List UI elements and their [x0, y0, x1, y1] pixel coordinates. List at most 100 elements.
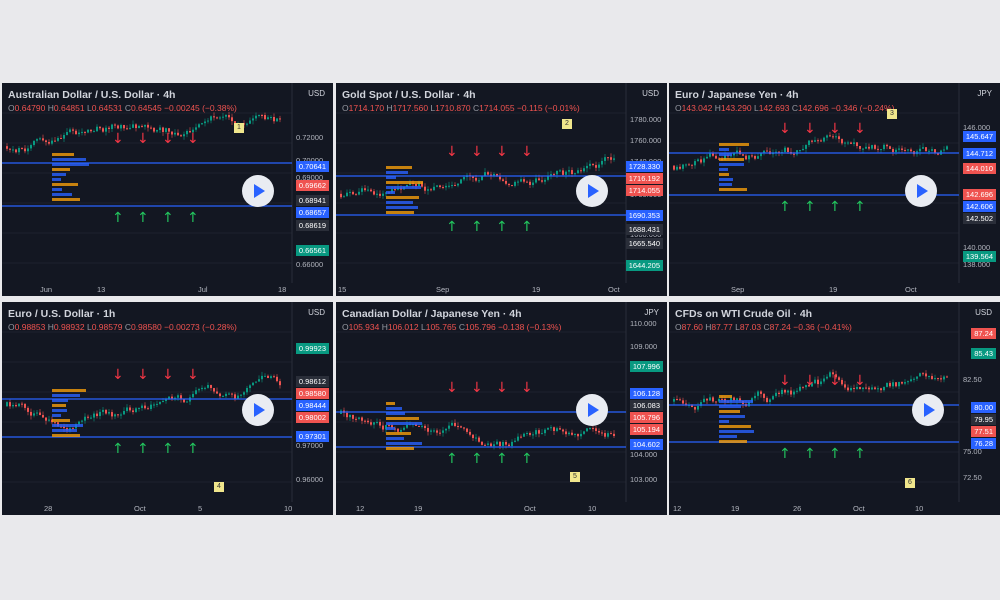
ohlc-part: L: [86, 103, 92, 113]
play-icon[interactable]: [905, 175, 937, 207]
chart-panel-wti[interactable]: ↓ ↑ ↓ ↑ ↓ ↑ ↓ ↑ CFDs on WTI Crude Oil · 4h O87.60…: [669, 302, 1000, 515]
candle-body: [565, 171, 567, 175]
candle-body: [63, 426, 65, 429]
candle-body: [946, 376, 948, 378]
chart-panel-audusd[interactable]: ↓ ↑ ↓ ↑ ↓ ↑ ↓ ↑ Australian Dollar / U.S. Dollar …: [2, 83, 333, 296]
chart-svg: ↓ ↑ ↓ ↑ ↓ ↑ ↓ ↑: [2, 302, 293, 502]
volume-profile-bar: [386, 176, 396, 179]
volume-profile-bar: [386, 442, 422, 445]
candle-body: [754, 155, 756, 159]
candle-body: [496, 173, 498, 177]
candle-body: [712, 397, 714, 402]
candle-body: [859, 387, 861, 390]
price-tag: 0.68619: [295, 220, 329, 231]
price-tag: 77.51: [971, 426, 996, 437]
candle-body: [928, 150, 930, 152]
price-tag: 1690.353: [625, 210, 663, 221]
candle-body: [898, 148, 900, 150]
candle-body: [222, 116, 224, 118]
candle-body: [865, 146, 867, 149]
candle-body: [213, 388, 215, 392]
ohlc-part: H: [705, 322, 712, 332]
candle-body: [367, 189, 369, 191]
ohlc-part: 87.03: [739, 322, 762, 332]
volume-profile-bar: [386, 171, 408, 174]
chart-panel-cadjpy[interactable]: ↓ ↑ ↓ ↑ ↓ ↑ ↓ ↑ Canadian Dollar / Japanese Yen ·…: [336, 302, 667, 515]
candle-body: [760, 153, 762, 157]
candle-body: [487, 443, 489, 445]
ohlc-part: 87.60: [681, 322, 703, 332]
candle-body: [129, 407, 131, 411]
candle-body: [204, 387, 206, 389]
y-tick-label: 1780.000: [630, 115, 662, 124]
up-arrow-icon: ↑: [496, 451, 508, 467]
down-arrow-icon: ↓: [112, 367, 124, 383]
panel-number-badge: 3: [887, 109, 897, 119]
candle-body: [886, 144, 888, 147]
ohlc-part: 143.290: [720, 103, 752, 113]
candle-body: [370, 189, 372, 192]
candle-body: [838, 377, 840, 380]
candle-body: [207, 120, 209, 122]
candle-body: [234, 394, 236, 399]
candle-body: [574, 173, 576, 175]
volume-profile-bar: [719, 435, 737, 438]
candle-body: [712, 153, 714, 156]
candle-body: [258, 115, 260, 116]
play-icon[interactable]: [242, 175, 274, 207]
candle-body: [577, 433, 579, 437]
candle-body: [481, 176, 483, 181]
play-icon[interactable]: [242, 394, 274, 426]
candle-body: [853, 387, 855, 389]
candle-body: [346, 192, 348, 197]
candle-body: [865, 387, 867, 389]
ohlc-part: 106.012: [387, 322, 419, 332]
candle-body: [231, 393, 233, 395]
ohlc-part: C: [763, 322, 770, 332]
candle-body: [225, 393, 227, 397]
up-arrow-icon: ↑: [187, 210, 199, 226]
candle-body: [192, 393, 194, 398]
volume-profile-bar: [52, 429, 77, 432]
down-arrow-icon: ↓: [854, 121, 866, 137]
candle-body: [346, 412, 348, 418]
candle-body: [183, 399, 185, 403]
chart-title: Australian Dollar / U.S. Dollar · 4h: [8, 89, 176, 101]
down-arrow-icon: ↓: [162, 131, 174, 147]
candle-body: [108, 412, 110, 414]
currency-label: USD: [308, 89, 325, 98]
currency-label: USD: [308, 308, 325, 317]
candle-body: [267, 117, 269, 120]
candle-body: [871, 145, 873, 149]
play-icon[interactable]: [576, 175, 608, 207]
price-tag: 105.194: [629, 424, 663, 435]
down-arrow-icon: ↓: [779, 373, 791, 389]
chart-panel-xauusd[interactable]: ↓ ↑ ↓ ↑ ↓ ↑ ↓ ↑ Gold Spot / U.S. Dollar · 4h O171…: [336, 83, 667, 296]
candle-body: [580, 170, 582, 172]
play-icon[interactable]: [576, 394, 608, 426]
candle-body: [30, 411, 32, 416]
candle-body: [925, 147, 927, 152]
candle-body: [111, 412, 113, 417]
chart-panel-eurusd[interactable]: ↓ ↑ ↓ ↑ ↓ ↑ ↓ ↑ Euro / U.S. Dollar · 1h O0.98853 …: [2, 302, 333, 515]
candle-body: [685, 403, 687, 406]
candle-body: [261, 115, 263, 116]
price-tag: 145.647: [962, 131, 996, 142]
candle-body: [135, 124, 137, 129]
candle-body: [418, 425, 420, 427]
volume-profile-bar: [52, 409, 67, 412]
candle-body: [213, 116, 215, 118]
candle-body: [877, 388, 879, 390]
candle-body: [925, 373, 927, 377]
candle-body: [811, 140, 813, 142]
candle-body: [943, 376, 945, 380]
y-tick-label: 103.000: [630, 475, 658, 484]
candle-body: [87, 129, 89, 133]
candle-body: [460, 179, 462, 184]
candle-body: [589, 428, 591, 430]
play-icon[interactable]: [912, 394, 944, 426]
price-tag: 144.010: [962, 163, 996, 174]
ohlc-part: H: [381, 322, 388, 332]
volume-profile-bar: [52, 158, 86, 161]
chart-panel-eurjpy[interactable]: ↓ ↑ ↓ ↑ ↓ ↑ ↓ ↑ Euro / Japanese Yen · 4h O143.042…: [669, 83, 1000, 296]
